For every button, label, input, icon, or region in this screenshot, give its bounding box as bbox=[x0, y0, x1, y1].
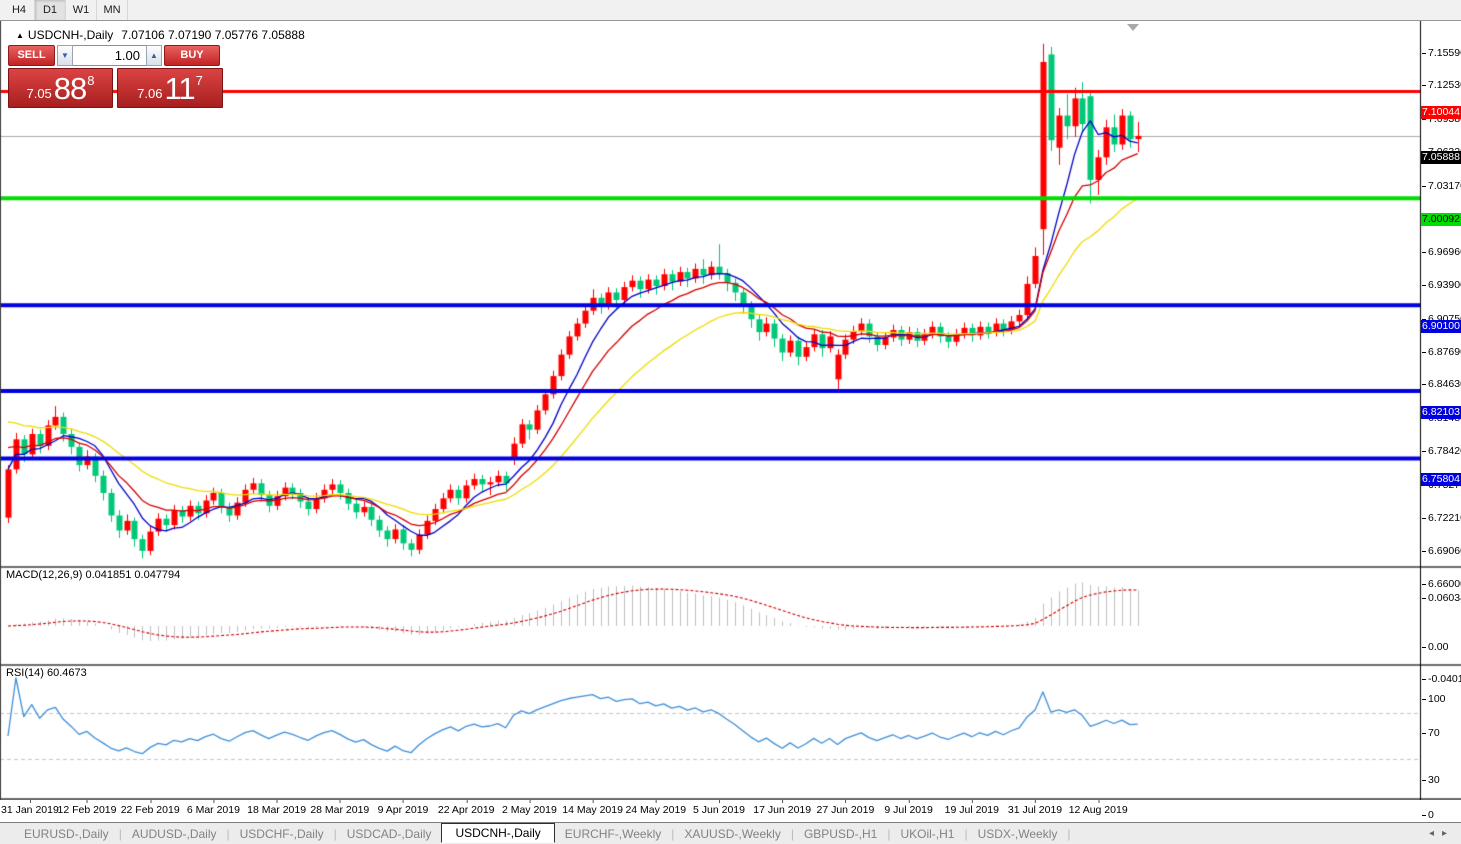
tab-separator: | bbox=[790, 826, 794, 841]
sell-price-box[interactable]: 7.05 88 8 bbox=[8, 68, 113, 108]
date-axis-label: 31 Jan 2019 bbox=[1, 800, 59, 816]
date-axis-label: 22 Feb 2019 bbox=[120, 800, 180, 816]
chart-shift-marker-icon[interactable] bbox=[1127, 24, 1139, 31]
date-axis-label: 22 Apr 2019 bbox=[437, 800, 495, 816]
chart-tab-xauusd-weekly[interactable]: XAUUSD-,Weekly bbox=[684, 826, 781, 841]
buy-button[interactable]: BUY bbox=[164, 45, 220, 66]
chart-tab-ukoil-h1[interactable]: UKOil-,H1 bbox=[900, 826, 955, 841]
tab-scroll-arrows[interactable]: ◂▸ bbox=[1429, 828, 1455, 839]
buy-price-box[interactable]: 7.06 11 7 bbox=[117, 68, 223, 108]
date-axis: 31 Jan 2019 12 Feb 2019 22 Feb 2019 6 Mar 2… bbox=[0, 800, 1461, 822]
date-axis-label: 6 Mar 2019 bbox=[186, 800, 240, 816]
date-axis-label: 24 May 2019 bbox=[625, 800, 687, 816]
chart-tab-audusd-daily[interactable]: AUDUSD-,Daily bbox=[131, 826, 217, 841]
tab-separator: | bbox=[226, 826, 230, 841]
chart-title: ▲ USDCNH-,Daily 7.07106 7.07190 7.05776 7.… bbox=[16, 28, 305, 42]
trade-panel-prices: 7.05 88 8 7.06 11 7 bbox=[8, 68, 225, 108]
date-axis-label: 27 Jun 2019 bbox=[816, 800, 875, 816]
rsi-indicator-label: RSI(14) 60.4673 bbox=[6, 667, 87, 679]
date-axis-label: 28 Mar 2019 bbox=[310, 800, 370, 816]
one-click-trade-panel: SELL ▼ ▲ BUY 7.05 88 8 7.06 11 7 bbox=[8, 45, 225, 108]
timeframe-button-H4[interactable]: H4 bbox=[4, 0, 35, 20]
symbol-period-label: USDCNH-,Daily bbox=[27, 28, 114, 42]
sell-button[interactable]: SELL bbox=[8, 45, 55, 66]
chart-tab-usdcad-daily[interactable]: USDCAD-,Daily bbox=[346, 826, 432, 841]
volume-decrease-button[interactable]: ▼ bbox=[57, 45, 73, 66]
date-axis-label: 18 Mar 2019 bbox=[247, 800, 307, 816]
chart-region: ▲ USDCNH-,Daily 7.07106 7.07190 7.05776 7.… bbox=[0, 21, 1461, 821]
tab-scroll-right-icon[interactable]: ▸ bbox=[1441, 828, 1455, 839]
chart-tab-gbpusd-h1[interactable]: GBPUSD-,H1 bbox=[803, 826, 878, 841]
tab-separator: | bbox=[1067, 826, 1071, 841]
buy-price-pip: 7 bbox=[195, 73, 203, 88]
date-axis-label: 17 Jun 2019 bbox=[753, 800, 812, 816]
date-axis-label: 9 Apr 2019 bbox=[377, 800, 429, 816]
date-axis-label: 12 Aug 2019 bbox=[1068, 800, 1128, 816]
volume-input[interactable] bbox=[73, 45, 146, 66]
chart-tab-usdx-weekly[interactable]: USDX-,Weekly bbox=[977, 826, 1058, 841]
date-axis-label: 14 May 2019 bbox=[562, 800, 623, 816]
tab-separator: | bbox=[887, 826, 891, 841]
tab-separator: | bbox=[333, 826, 337, 841]
timeframe-button-MN[interactable]: MN bbox=[97, 0, 128, 20]
chart-canvas[interactable] bbox=[0, 21, 1461, 800]
buy-price-prefix: 7.06 bbox=[137, 86, 163, 101]
chart-tab-eurchf-weekly[interactable]: EURCHF-,Weekly bbox=[564, 826, 662, 841]
chart-tab-eurusd-daily[interactable]: EURUSD-,Daily bbox=[24, 826, 109, 841]
volume-increase-button[interactable]: ▲ bbox=[146, 45, 162, 66]
tab-separator: | bbox=[671, 826, 675, 841]
trade-panel-controls: SELL ▼ ▲ BUY bbox=[8, 45, 225, 66]
timeframe-button-W1[interactable]: W1 bbox=[66, 0, 97, 20]
tab-separator: | bbox=[964, 826, 968, 841]
macd-indicator-label: MACD(12,26,9) 0.041851 0.047794 bbox=[6, 569, 181, 581]
chart-tab-usdchf-daily[interactable]: USDCHF-,Daily bbox=[239, 826, 324, 841]
tab-separator: | bbox=[118, 826, 122, 841]
sell-price-big: 88 bbox=[53, 71, 87, 106]
buy-price-big: 11 bbox=[164, 71, 195, 106]
date-axis-label: 5 Jun 2019 bbox=[693, 800, 745, 816]
tab-scroll-left-icon[interactable]: ◂ bbox=[1428, 828, 1442, 839]
date-axis-label: 12 Feb 2019 bbox=[57, 800, 117, 816]
chart-tab-usdcnh-daily[interactable]: USDCNH-,Daily bbox=[441, 822, 555, 843]
sell-price-prefix: 7.05 bbox=[26, 86, 52, 101]
collapse-triangle-icon[interactable]: ▲ bbox=[16, 31, 24, 40]
sell-price-pip: 8 bbox=[87, 73, 95, 88]
ohlc-values: 7.07106 7.07190 7.05776 7.05888 bbox=[121, 28, 305, 42]
timeframe-toolbar: H4 D1 W1 MN bbox=[0, 0, 1461, 21]
date-axis-label: 9 Jul 2019 bbox=[884, 800, 933, 816]
date-axis-label: 2 May 2019 bbox=[501, 800, 557, 816]
date-axis-label: 31 Jul 2019 bbox=[1007, 800, 1063, 816]
date-axis-label: 19 Jul 2019 bbox=[944, 800, 999, 816]
timeframe-button-D1[interactable]: D1 bbox=[35, 0, 66, 20]
chart-tab-bar: EURUSD-,Daily | AUDUSD-,Daily | USDCHF-,Dail… bbox=[0, 822, 1461, 844]
